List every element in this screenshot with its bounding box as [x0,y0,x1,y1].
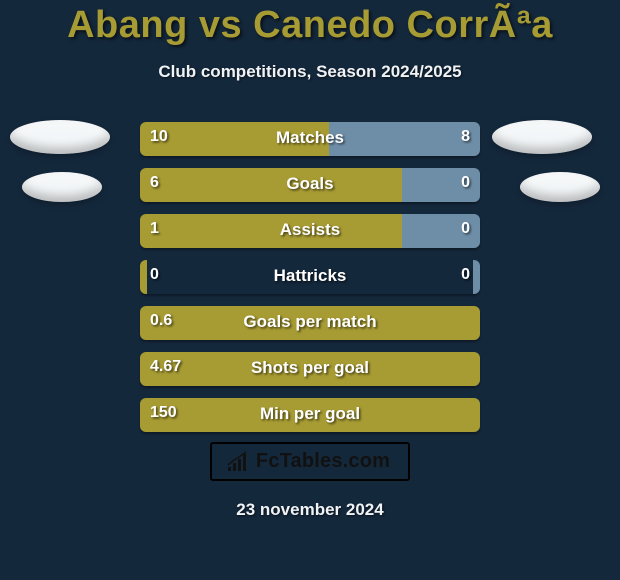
avatar-placeholder-right-1 [492,120,592,154]
stat-row-track [140,398,480,432]
stat-row-left-fill [140,260,147,294]
stat-row-left-fill [140,352,480,386]
stat-row-right-fill [402,168,480,202]
stat-row-left-fill [140,214,402,248]
chart-icon [226,451,250,473]
stat-row-track [140,122,480,156]
branding-area: FcTables.com [0,442,620,481]
avatar-placeholder-left-1 [10,120,110,154]
stat-row: Shots per goal4.67 [140,352,480,386]
stat-row: Assists10 [140,214,480,248]
stat-bars: Matches108 Goals60 Assists10 Hattricks00 Goa… [140,122,480,444]
avatar-placeholder-right-2 [520,172,600,202]
brand-text: FcTables.com [256,450,390,473]
stat-row-left-fill [140,398,480,432]
date-text: 23 november 2024 [0,500,620,520]
stat-row-track [140,214,480,248]
stat-row-track [140,306,480,340]
stat-row-right-fill [473,260,480,294]
stat-row: Goals60 [140,168,480,202]
brand-box: FcTables.com [210,442,410,481]
stat-row-left-fill [140,122,329,156]
stat-row: Min per goal150 [140,398,480,432]
subtitle: Club competitions, Season 2024/2025 [0,62,620,82]
stat-row-track [140,168,480,202]
stat-row-track [140,260,480,294]
stat-row-left-fill [140,168,402,202]
stat-row-gap [147,260,473,294]
stat-row-track [140,352,480,386]
stat-row: Matches108 [140,122,480,156]
stat-row-right-fill [402,214,480,248]
comparison-infographic: Abang vs Canedo CorrÃªa Club competition… [0,0,620,580]
stat-row-left-fill [140,306,480,340]
avatar-placeholder-left-2 [22,172,102,202]
stat-row: Goals per match0.6 [140,306,480,340]
stat-row: Hattricks00 [140,260,480,294]
page-title: Abang vs Canedo CorrÃªa [0,4,620,47]
stat-row-right-fill [329,122,480,156]
